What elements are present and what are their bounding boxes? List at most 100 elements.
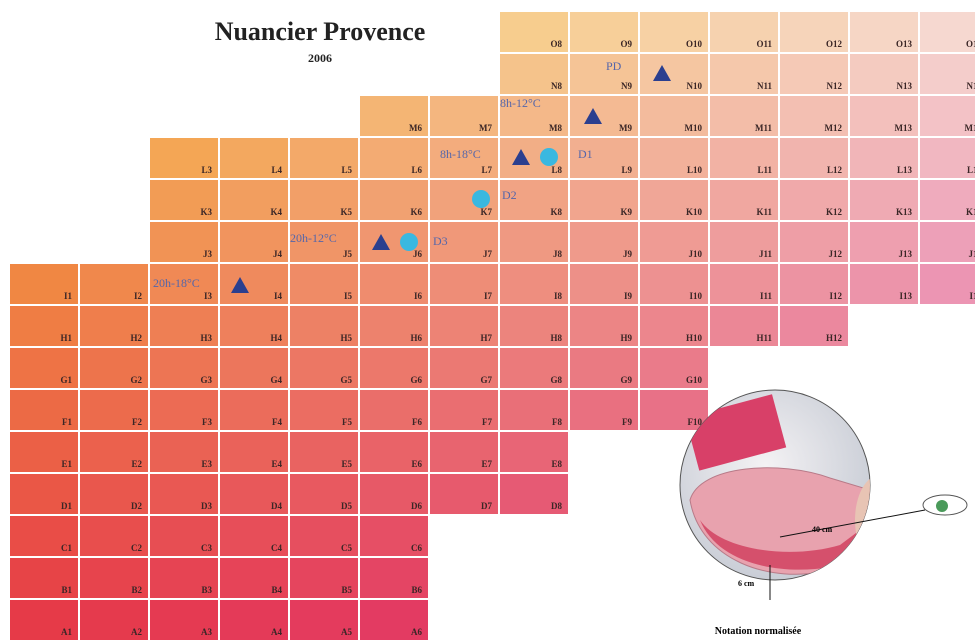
swatch bbox=[220, 516, 288, 556]
triangle-marker bbox=[584, 108, 602, 124]
swatch-code: A3 bbox=[201, 627, 212, 637]
swatch bbox=[640, 138, 708, 178]
swatch bbox=[360, 348, 428, 388]
swatch-code: J14 bbox=[969, 249, 975, 259]
swatch-code: F7 bbox=[482, 417, 492, 427]
annotation: D3 bbox=[433, 234, 448, 248]
swatch-grid: O8 O9 O10 O11 O12 O13 O14 N8 N9 N10 N11 N12 N13 N14 M6… bbox=[10, 12, 975, 640]
swatch bbox=[220, 138, 288, 178]
swatch bbox=[710, 12, 778, 52]
swatch-code: L13 bbox=[897, 165, 913, 175]
swatch bbox=[220, 558, 288, 598]
swatch-code: M12 bbox=[825, 123, 843, 133]
swatch bbox=[80, 264, 148, 304]
swatch bbox=[360, 390, 428, 430]
swatch bbox=[780, 222, 848, 262]
measurements: PD 8h-12°C 8h-18°C 20h-12°C 20h-18°C D1 D2 D3 bbox=[153, 59, 671, 293]
swatch-code: H5 bbox=[340, 333, 352, 343]
swatch bbox=[920, 96, 975, 136]
circle-marker bbox=[472, 190, 490, 208]
swatch-code: N12 bbox=[827, 81, 843, 91]
annotation: D2 bbox=[502, 188, 517, 202]
swatch bbox=[570, 12, 638, 52]
swatch-code: K7 bbox=[480, 207, 492, 217]
swatch bbox=[290, 264, 358, 304]
swatch bbox=[290, 558, 358, 598]
swatch-code: F8 bbox=[552, 417, 562, 427]
swatch bbox=[500, 96, 568, 136]
swatch-code: J13 bbox=[899, 249, 913, 259]
swatch-code: L4 bbox=[271, 165, 282, 175]
swatch bbox=[850, 222, 918, 262]
swatch-code: J6 bbox=[413, 249, 423, 259]
swatch bbox=[780, 54, 848, 94]
swatch-code: F4 bbox=[272, 417, 282, 427]
swatch-code: D3 bbox=[201, 501, 212, 511]
swatch-code: F5 bbox=[342, 417, 352, 427]
swatch-code: D6 bbox=[411, 501, 422, 511]
swatch bbox=[570, 390, 638, 430]
depth-label: 6 cm bbox=[738, 579, 755, 588]
swatch-code: D2 bbox=[131, 501, 142, 511]
swatch-code: D5 bbox=[341, 501, 352, 511]
swatch bbox=[570, 306, 638, 346]
swatch-code: M6 bbox=[409, 123, 422, 133]
annotation: 8h-12°C bbox=[500, 96, 541, 110]
swatch-code: F2 bbox=[132, 417, 142, 427]
swatch-code: E5 bbox=[341, 459, 352, 469]
annotation: 20h-12°C bbox=[290, 231, 337, 245]
swatch-code: M11 bbox=[755, 123, 772, 133]
swatch-code: J3 bbox=[203, 249, 213, 259]
swatch bbox=[80, 600, 148, 640]
swatch-code: A4 bbox=[271, 627, 282, 637]
swatch bbox=[430, 432, 498, 472]
swatch bbox=[10, 600, 78, 640]
swatch bbox=[150, 474, 218, 514]
swatch-code: N11 bbox=[757, 81, 773, 91]
swatch bbox=[290, 600, 358, 640]
swatch-code: L5 bbox=[341, 165, 352, 175]
swatch bbox=[10, 348, 78, 388]
swatch bbox=[920, 54, 975, 94]
swatch-code: I7 bbox=[484, 291, 493, 301]
swatch bbox=[570, 222, 638, 262]
swatch bbox=[360, 432, 428, 472]
swatch-code: D8 bbox=[551, 501, 562, 511]
swatch-code: I11 bbox=[760, 291, 773, 301]
swatch bbox=[570, 264, 638, 304]
swatch-code: M14 bbox=[965, 123, 975, 133]
swatch-code: E2 bbox=[131, 459, 142, 469]
swatch-code: I13 bbox=[899, 291, 912, 301]
swatch-code: J9 bbox=[623, 249, 633, 259]
swatch-code: K11 bbox=[756, 207, 772, 217]
swatch bbox=[500, 432, 568, 472]
swatch-code: G3 bbox=[200, 375, 212, 385]
swatch bbox=[10, 474, 78, 514]
swatch-code: C5 bbox=[341, 543, 352, 553]
swatch-code: N9 bbox=[621, 81, 632, 91]
swatch bbox=[290, 138, 358, 178]
swatch-code: I3 bbox=[204, 291, 213, 301]
swatch bbox=[80, 432, 148, 472]
swatch-code: G7 bbox=[480, 375, 492, 385]
sight-line bbox=[779, 509, 926, 538]
swatch bbox=[80, 516, 148, 556]
swatch bbox=[710, 306, 778, 346]
swatch-code: E6 bbox=[411, 459, 422, 469]
triangle-marker bbox=[653, 65, 671, 81]
swatch bbox=[780, 180, 848, 220]
circle-marker bbox=[540, 148, 558, 166]
swatch-code: I4 bbox=[274, 291, 283, 301]
swatch-code: K8 bbox=[550, 207, 562, 217]
swatch-code: N8 bbox=[551, 81, 562, 91]
swatch bbox=[640, 264, 708, 304]
swatch bbox=[920, 138, 975, 178]
swatch bbox=[710, 96, 778, 136]
swatch bbox=[640, 348, 708, 388]
swatch-code: F1 bbox=[62, 417, 72, 427]
swatch-code: I10 bbox=[689, 291, 702, 301]
annotation: 20h-18°C bbox=[153, 276, 200, 290]
swatch-code: G5 bbox=[340, 375, 352, 385]
swatch-code: H7 bbox=[480, 333, 492, 343]
swatch-code: E1 bbox=[61, 459, 72, 469]
